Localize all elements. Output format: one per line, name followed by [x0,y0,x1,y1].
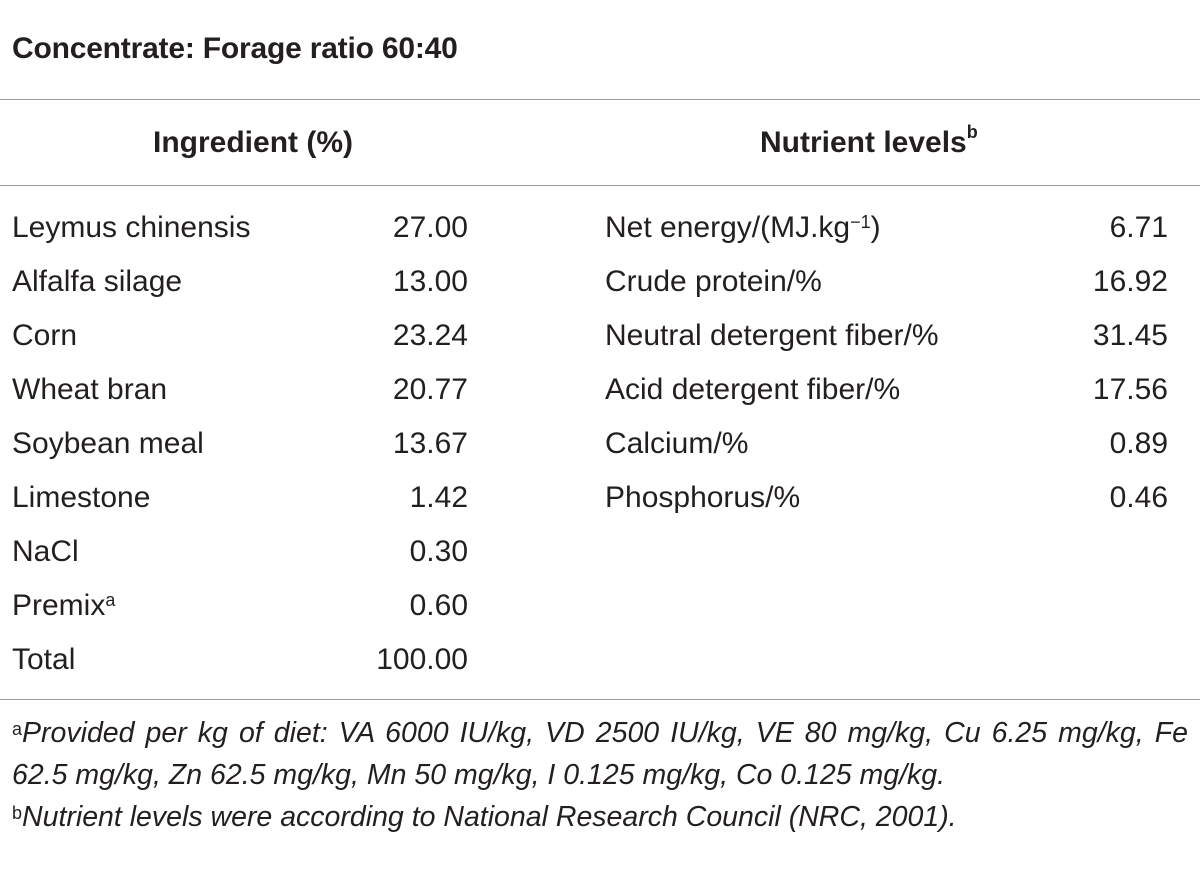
footnote-a-text: Provided per kg of diet: VA 6000 IU/kg, … [12,717,1188,791]
ingredient-value: 13.67 [392,427,468,460]
ingredient-value: 13.00 [392,265,468,298]
ingredient-value: 100.00 [376,643,468,676]
footnote-b-text: Nutrient levels were according to Nation… [22,801,957,833]
nutrient-name-text: Phosphorus/% [605,481,801,514]
ingredient-name-text: Alfalfa silage [12,265,183,298]
ingredient-footnote-mark: a [105,590,116,610]
nutrient-column-header: Nutrient levelsb [760,122,978,160]
ingredient-name: Corn [12,316,77,356]
ingredient-name-text: Premix [12,589,106,622]
nutrient-name: Neutral detergent fiber/% [605,316,939,356]
footnote-b: bNutrient levels were according to Natio… [12,796,1188,838]
nutrient-value: 0.89 [1109,427,1168,460]
bottom-rule [0,699,1200,700]
ingredient-name: Leymus chinensis [12,208,250,248]
footnote-a: aProvided per kg of diet: VA 6000 IU/kg,… [12,712,1188,796]
ingredient-name-text: Leymus chinensis [12,211,251,244]
nutrient-header-footnote-mark: b [966,122,978,142]
ingredient-name-text: NaCl [12,535,79,568]
ingredient-name: Limestone [12,478,150,518]
ingredient-value: 27.00 [392,211,468,244]
nutrient-unit-exponent: −1 [850,212,871,232]
nutrient-header-label: Nutrient levels [760,126,967,159]
nutrient-name-text: Crude protein/% [605,265,822,298]
nutrient-value: 16.92 [1092,265,1168,298]
footnotes: aProvided per kg of diet: VA 6000 IU/kg,… [12,712,1188,838]
ingredient-value: 20.77 [392,373,468,406]
nutrient-name-text: Net energy/(MJ.kg [605,211,851,244]
ingredient-name: Soybean meal [12,424,204,464]
nutrient-value: 6.71 [1109,211,1168,244]
nutrient-name: Net energy/(MJ.kg−1) [605,208,881,248]
footnote-a-mark: a [12,719,23,739]
ingredient-value: 1.42 [409,481,468,514]
nutrient-value: 31.45 [1092,319,1168,352]
nutrient-name-text: Acid detergent fiber/% [605,373,901,406]
table-caption: Concentrate: Forage ratio 60:40 [12,32,458,65]
ingredient-name-text: Soybean meal [12,427,204,460]
ingredient-name: Alfalfa silage [12,262,182,302]
nutrient-name-suffix: ) [870,211,881,244]
nutrient-value: 0.46 [1109,481,1168,514]
nutrient-name: Crude protein/% [605,262,822,302]
ingredient-value: 23.24 [392,319,468,352]
nutrient-name-text: Neutral detergent fiber/% [605,319,939,352]
ingredient-name-text: Wheat bran [12,373,168,406]
ingredient-name: NaCl [12,532,79,572]
ingredient-name: Premixa [12,586,115,626]
nutrient-name-text: Calcium/% [605,427,749,460]
ingredient-name: Total [12,640,75,680]
ingredient-column-header: Ingredient (%) [153,126,353,159]
ingredient-name: Wheat bran [12,370,167,410]
ingredient-name-text: Limestone [12,481,151,514]
footnote-b-mark: b [12,803,23,823]
nutrient-value: 17.56 [1092,373,1168,406]
header-rule [0,185,1200,186]
ingredient-name-text: Total [12,643,76,676]
nutrient-name: Acid detergent fiber/% [605,370,900,410]
ingredient-name-text: Corn [12,319,78,352]
nutrient-name: Phosphorus/% [605,478,800,518]
ingredient-value: 0.60 [409,589,468,622]
ingredient-value: 0.30 [409,535,468,568]
nutrient-name: Calcium/% [605,424,748,464]
top-rule [0,99,1200,100]
